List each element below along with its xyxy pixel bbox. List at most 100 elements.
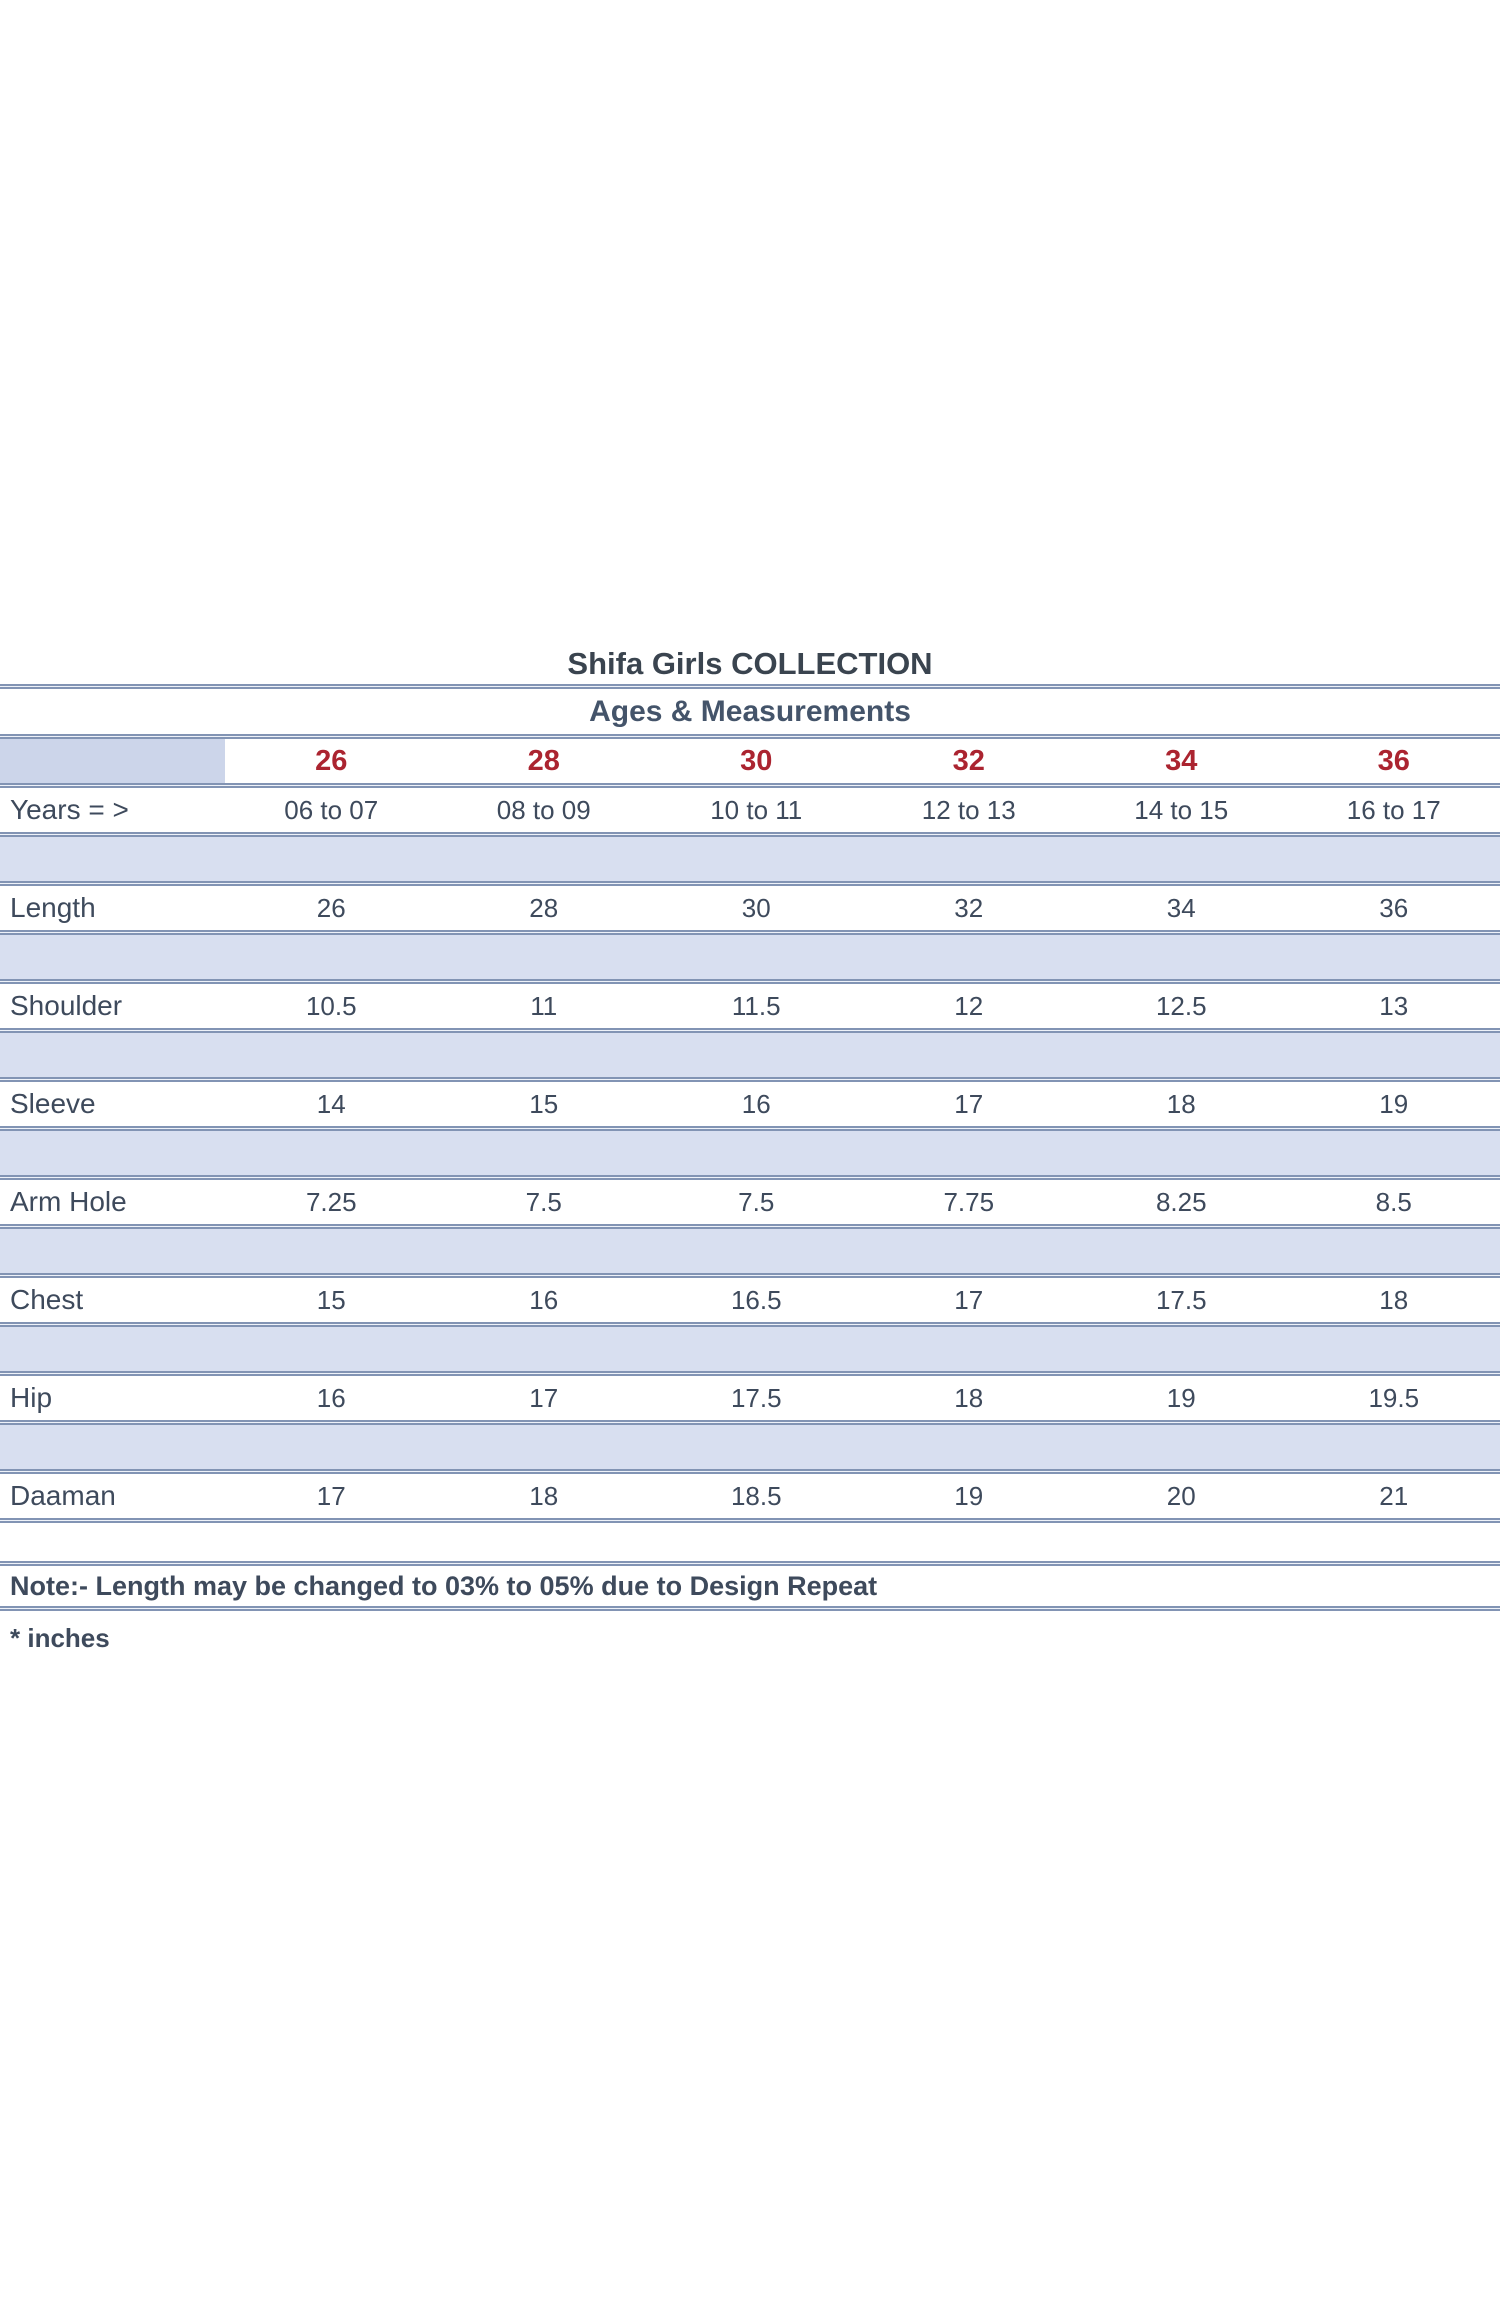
row-divider <box>0 1126 1500 1131</box>
table-row-length: Length 26 28 30 32 34 36 <box>0 886 1500 930</box>
measurement-value: 17.5 <box>730 1382 782 1413</box>
row-divider <box>0 1606 1500 1611</box>
measurement-value: 21 <box>1379 1480 1409 1511</box>
row-label: Hip <box>10 1382 53 1413</box>
measurement-value: 26 <box>316 892 346 923</box>
measurement-value: 11 <box>530 990 558 1021</box>
spacer-band <box>0 1229 1500 1273</box>
spacer-band <box>0 1327 1500 1371</box>
years-label: Years = > <box>10 794 129 825</box>
measurement-value: 7.5 <box>525 1186 562 1217</box>
measurement-value: 17.5 <box>1155 1284 1207 1315</box>
table-row-hip: Hip 16 17 17.5 18 19 19.5 <box>0 1376 1500 1420</box>
note-text: Note:- Length may be changed to 03% to 0… <box>0 1566 1500 1606</box>
row-divider <box>0 930 1500 935</box>
size-header: 34 <box>1165 744 1198 777</box>
spacer-band <box>0 1033 1500 1077</box>
years-range: 12 to 13 <box>921 794 1016 825</box>
measurement-value: 19 <box>1166 1382 1196 1413</box>
spacer-band <box>0 935 1500 979</box>
measurement-value: 16 <box>741 1088 771 1119</box>
measurement-value: 36 <box>1379 892 1409 923</box>
size-chart-content: Shifa Girls COLLECTION Ages & Measuremen… <box>0 644 1500 1654</box>
measurement-value: 17 <box>954 1088 984 1119</box>
blank-gap <box>0 1523 1500 1561</box>
size-header: 36 <box>1377 744 1410 777</box>
row-divider <box>0 734 1500 739</box>
spacer-band <box>0 837 1500 881</box>
measurement-value: 18 <box>529 1480 559 1511</box>
measurement-value: 13 <box>1379 990 1409 1021</box>
measurement-value: 18.5 <box>730 1480 782 1511</box>
years-range: 14 to 15 <box>1134 794 1229 825</box>
spacer-band <box>0 1425 1500 1469</box>
measurement-value: 10.5 <box>305 990 357 1021</box>
measurement-value: 8.5 <box>1375 1186 1412 1217</box>
measurement-value: 17 <box>529 1382 559 1413</box>
measurement-value: 30 <box>741 892 771 923</box>
measurement-value: 7.5 <box>738 1186 775 1217</box>
measurement-value: 19 <box>1379 1088 1409 1119</box>
row-divider <box>0 881 1500 886</box>
measurement-value: 14 <box>316 1088 346 1119</box>
years-range: 16 to 17 <box>1346 794 1441 825</box>
row-divider <box>0 1028 1500 1033</box>
row-divider <box>0 684 1500 689</box>
measurement-value: 16 <box>529 1284 559 1315</box>
measurement-value: 18 <box>954 1382 984 1413</box>
measurement-value: 20 <box>1166 1480 1196 1511</box>
row-divider <box>0 1322 1500 1327</box>
row-label: Shoulder <box>10 990 123 1021</box>
measurement-value: 11.5 <box>731 990 781 1021</box>
row-divider <box>0 1371 1500 1376</box>
row-label: Chest <box>10 1284 84 1315</box>
row-divider <box>0 783 1500 788</box>
measurement-value: 16.5 <box>730 1284 782 1315</box>
measurement-value: 7.75 <box>943 1186 995 1217</box>
measurement-value: 15 <box>316 1284 346 1315</box>
measurement-value: 28 <box>529 892 559 923</box>
years-range: 10 to 11 <box>710 794 803 825</box>
measurement-value: 12 <box>954 990 984 1021</box>
years-range: 08 to 09 <box>496 794 591 825</box>
measurement-value: 19 <box>954 1480 984 1511</box>
row-label: Sleeve <box>10 1088 96 1119</box>
row-divider <box>0 832 1500 837</box>
measurement-value: 18 <box>1379 1284 1409 1315</box>
size-header: 28 <box>527 744 560 777</box>
measurement-value: 16 <box>316 1382 346 1413</box>
row-label: Daaman <box>10 1480 116 1511</box>
table-row-sleeve: Sleeve 14 15 16 17 18 19 <box>0 1082 1500 1126</box>
size-header-row: 26 28 30 32 34 36 <box>0 739 1500 783</box>
corner-cell <box>0 739 225 783</box>
measurement-value: 7.25 <box>305 1186 357 1217</box>
table-row-shoulder: Shoulder 10.5 11 11.5 12 12.5 13 <box>0 984 1500 1028</box>
row-divider <box>0 1561 1500 1566</box>
size-header: 30 <box>740 744 773 777</box>
row-label: Arm Hole <box>10 1186 127 1217</box>
measurement-value: 19.5 <box>1368 1382 1420 1413</box>
row-divider <box>0 1273 1500 1278</box>
row-divider <box>0 1420 1500 1425</box>
row-divider <box>0 979 1500 984</box>
measurement-value: 17 <box>316 1480 346 1511</box>
measurement-value: 17 <box>954 1284 984 1315</box>
years-range: 06 to 07 <box>284 794 379 825</box>
years-row: Years = > 06 to 07 08 to 09 10 to 11 12 … <box>0 788 1500 832</box>
units-footnote: * inches <box>10 1623 110 1653</box>
row-divider <box>0 1175 1500 1180</box>
row-label: Length <box>10 892 96 923</box>
table-row-arm-hole: Arm Hole 7.25 7.5 7.5 7.75 8.25 8.5 <box>0 1180 1500 1224</box>
table-row-daaman: Daaman 17 18 18.5 19 20 21 <box>0 1474 1500 1518</box>
row-divider <box>0 1469 1500 1474</box>
section-header: Ages & Measurements <box>0 689 1500 734</box>
table-row-chest: Chest 15 16 16.5 17 17.5 18 <box>0 1278 1500 1322</box>
measurement-value: 32 <box>954 892 984 923</box>
size-header: 32 <box>952 744 985 777</box>
size-header: 26 <box>315 744 348 777</box>
measurement-value: 18 <box>1166 1088 1196 1119</box>
measurement-value: 15 <box>529 1088 559 1119</box>
measurement-value: 12.5 <box>1155 990 1207 1021</box>
row-divider <box>0 1224 1500 1229</box>
